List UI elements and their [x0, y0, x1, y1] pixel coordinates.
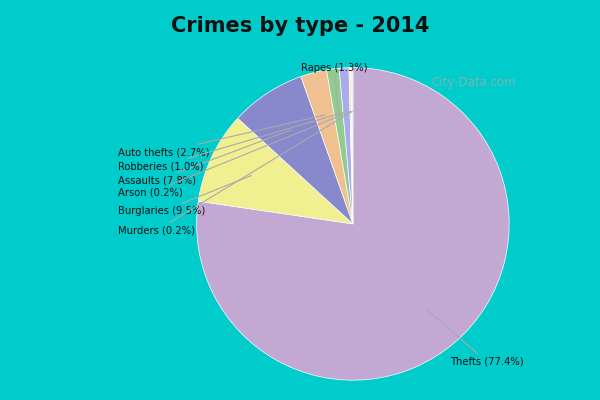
- Text: City-Data.com: City-Data.com: [431, 76, 516, 88]
- Wedge shape: [198, 118, 353, 224]
- Text: Auto thefts (2.7%): Auto thefts (2.7%): [118, 115, 325, 157]
- Wedge shape: [349, 68, 353, 224]
- Text: Rapes (1.3%): Rapes (1.3%): [301, 63, 367, 112]
- Wedge shape: [339, 68, 353, 224]
- Text: Burglaries (9.5%): Burglaries (9.5%): [118, 176, 251, 216]
- Wedge shape: [351, 68, 353, 224]
- Wedge shape: [301, 70, 353, 224]
- Wedge shape: [197, 68, 509, 380]
- Text: Arson (0.2%): Arson (0.2%): [118, 112, 351, 198]
- Text: Robberies (1.0%): Robberies (1.0%): [118, 112, 347, 171]
- Wedge shape: [238, 76, 353, 224]
- Wedge shape: [326, 68, 353, 224]
- Text: Thefts (77.4%): Thefts (77.4%): [427, 309, 523, 366]
- Text: Murders (0.2%): Murders (0.2%): [118, 111, 352, 235]
- Text: Assaults (7.8%): Assaults (7.8%): [118, 130, 291, 185]
- Text: Crimes by type - 2014: Crimes by type - 2014: [171, 16, 429, 36]
